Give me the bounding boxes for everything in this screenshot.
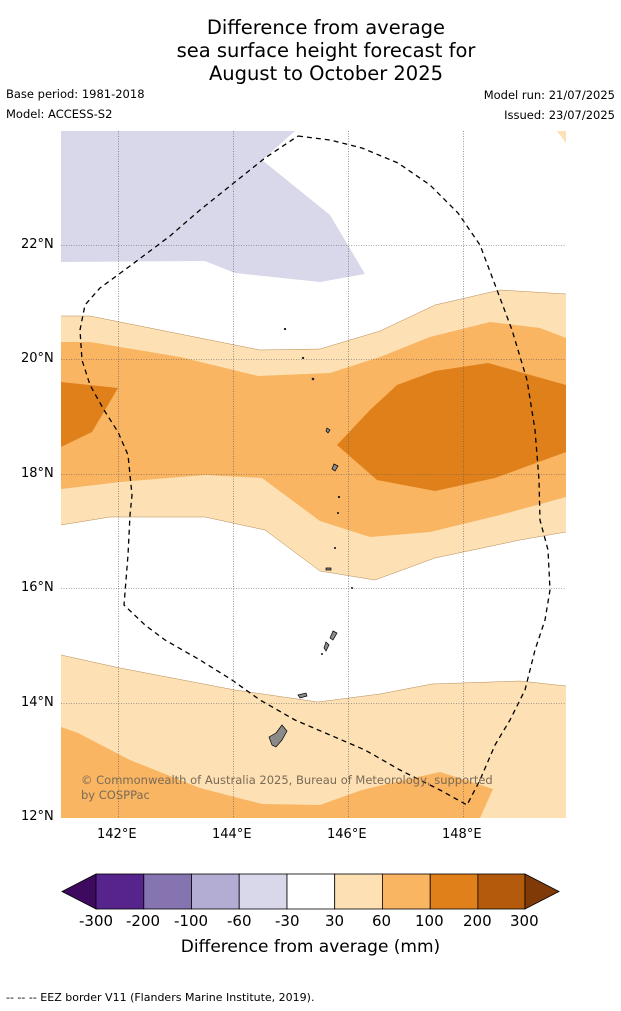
cbar-tick-m200: -200 xyxy=(126,912,161,930)
contour-neg-30-60 xyxy=(61,131,566,282)
lat-label-22n: 22°N xyxy=(21,237,54,252)
copyright-line-1: © Commonwealth of Australia 2025, Bureau… xyxy=(81,773,493,787)
colorbar-label: Difference from average (mm) xyxy=(180,937,441,957)
lat-label-18n: 18°N xyxy=(21,466,54,481)
islands xyxy=(268,327,353,748)
contour-100-200-west xyxy=(61,382,118,447)
title-line-3: August to October 2025 xyxy=(208,62,444,85)
island-pagan xyxy=(331,463,339,472)
model-name: Model: ACCESS-S2 xyxy=(6,107,113,121)
title-line-1: Difference from average xyxy=(206,16,446,39)
colorbar xyxy=(61,873,560,910)
contour-100-200-east xyxy=(337,363,566,491)
cbar-tick-300: 300 xyxy=(510,912,539,930)
lat-label-20n: 20°N xyxy=(21,351,54,366)
island-saipan xyxy=(329,630,338,641)
cbar-tick-30: 30 xyxy=(325,912,345,930)
lat-label-14n: 14°N xyxy=(21,695,54,710)
island-agrihan xyxy=(325,427,331,434)
eez-legend: -- -- -- EEZ border V11 (Flanders Marine… xyxy=(6,991,315,1004)
cbar-tick-100: 100 xyxy=(415,912,444,930)
cbar-tick-m30: -30 xyxy=(275,912,300,930)
map-area xyxy=(61,131,566,818)
colorbar-extend-max xyxy=(524,873,560,910)
lat-label-16n: 16°N xyxy=(21,580,54,595)
title-line-2: sea surface height forecast for xyxy=(176,39,476,62)
lon-label-144e: 144°E xyxy=(212,827,252,842)
island-guam xyxy=(268,724,288,748)
lon-label-142e: 142°E xyxy=(97,827,137,842)
cbar-tick-m60: -60 xyxy=(227,912,252,930)
lat-label-12n: 12°N xyxy=(21,809,54,824)
lon-label-148e: 148°E xyxy=(442,827,482,842)
copyright-line-2: by COSPPac xyxy=(81,788,150,802)
model-run: Model run: 21/07/2025 xyxy=(483,88,615,102)
colorbar-extend-min xyxy=(61,873,97,910)
eez-border xyxy=(79,135,551,806)
contour-60-100-south xyxy=(61,727,493,818)
cbar-tick-60: 60 xyxy=(372,912,392,930)
copyright-notice: © Commonwealth of Australia 2025, Bureau… xyxy=(81,773,493,803)
contour-30-60-corner xyxy=(557,131,566,143)
map-title: Difference from average sea surface heig… xyxy=(0,16,621,85)
island-tinian xyxy=(323,641,330,652)
island-rota xyxy=(297,692,308,699)
cbar-tick-m100: -100 xyxy=(174,912,209,930)
cbar-tick-200: 200 xyxy=(463,912,492,930)
lon-label-146e: 146°E xyxy=(327,827,367,842)
base-period: Base period: 1981-2018 xyxy=(6,87,145,101)
cbar-tick-m300: -300 xyxy=(79,912,114,930)
island-anatahan xyxy=(325,567,332,571)
issued-date: Issued: 23/07/2025 xyxy=(504,108,615,122)
graticule xyxy=(61,131,566,818)
